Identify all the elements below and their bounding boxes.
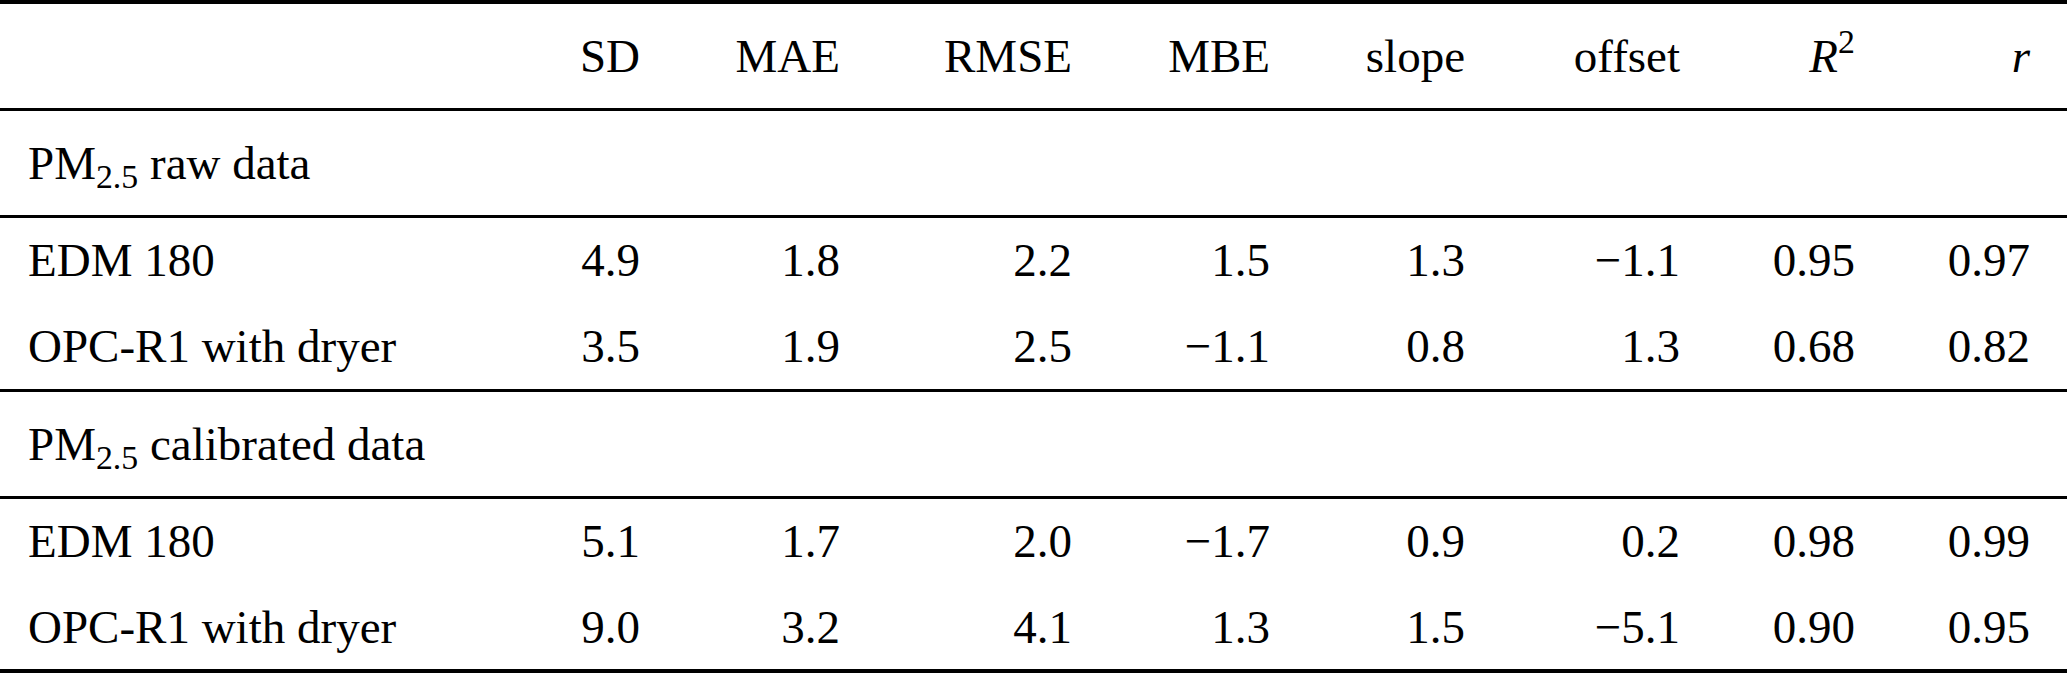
header-cell-slope: slope	[1270, 2, 1465, 109]
table-row-raw-opcr1: OPC-R1 with dryer 3.5 1.9 2.5 −1.1 0.8 1…	[0, 303, 2067, 390]
cell-r: 0.82	[1855, 303, 2067, 390]
cell-offset: −1.1	[1465, 216, 1680, 303]
cell-slope: 1.3	[1270, 216, 1465, 303]
header-cell-r-squared: R2	[1680, 2, 1855, 109]
cell-mbe: −1.7	[1072, 497, 1270, 584]
cell-offset: 0.2	[1465, 497, 1680, 584]
section-title-calibrated-data: PM2.5 calibrated data	[0, 390, 2067, 497]
section-title-rest: calibrated data	[138, 418, 425, 470]
cell-r: 0.99	[1855, 497, 2067, 584]
paper-table-page: SD MAE RMSE MBE slope offset R2 r PM2.5 …	[0, 0, 2067, 692]
cell-mae: 1.7	[640, 497, 840, 584]
header-cell-mbe: MBE	[1072, 2, 1270, 109]
cell-sd: 3.5	[400, 303, 640, 390]
section-title-base: PM	[28, 137, 96, 189]
header-cell-sd: SD	[400, 2, 640, 109]
r-label: r	[2012, 30, 2030, 82]
r-squared-base: R	[1809, 30, 1838, 82]
header-cell-r: r	[1855, 2, 2067, 109]
cell-slope: 0.8	[1270, 303, 1465, 390]
section-row-raw-data: PM2.5 raw data	[0, 109, 2067, 216]
cell-r: 0.95	[1855, 584, 2067, 671]
header-cell-offset: offset	[1465, 2, 1680, 109]
statistics-table: SD MAE RMSE MBE slope offset R2 r PM2.5 …	[0, 0, 2067, 673]
row-label: OPC-R1 with dryer	[0, 584, 400, 671]
cell-r: 0.97	[1855, 216, 2067, 303]
row-label: EDM 180	[0, 497, 400, 584]
cell-mbe: 1.5	[1072, 216, 1270, 303]
cell-offset: 1.3	[1465, 303, 1680, 390]
header-cell-empty	[0, 2, 400, 109]
cell-r-squared: 0.95	[1680, 216, 1855, 303]
table-row-calibrated-opcr1: OPC-R1 with dryer 9.0 3.2 4.1 1.3 1.5 −5…	[0, 584, 2067, 671]
cell-sd: 4.9	[400, 216, 640, 303]
header-cell-rmse: RMSE	[840, 2, 1072, 109]
table-row-calibrated-edm180: EDM 180 5.1 1.7 2.0 −1.7 0.9 0.2 0.98 0.…	[0, 497, 2067, 584]
table-row-raw-edm180: EDM 180 4.9 1.8 2.2 1.5 1.3 −1.1 0.95 0.…	[0, 216, 2067, 303]
cell-r-squared: 0.98	[1680, 497, 1855, 584]
cell-rmse: 2.2	[840, 216, 1072, 303]
pm-subscript: 2.5	[96, 158, 138, 195]
cell-rmse: 2.5	[840, 303, 1072, 390]
cell-r-squared: 0.90	[1680, 584, 1855, 671]
cell-rmse: 4.1	[840, 584, 1072, 671]
row-label: OPC-R1 with dryer	[0, 303, 400, 390]
cell-mbe: 1.3	[1072, 584, 1270, 671]
cell-sd: 5.1	[400, 497, 640, 584]
cell-sd: 9.0	[400, 584, 640, 671]
cell-rmse: 2.0	[840, 497, 1072, 584]
cell-slope: 0.9	[1270, 497, 1465, 584]
row-label: EDM 180	[0, 216, 400, 303]
section-title-base: PM	[28, 418, 96, 470]
cell-mae: 1.9	[640, 303, 840, 390]
cell-offset: −5.1	[1465, 584, 1680, 671]
cell-mae: 3.2	[640, 584, 840, 671]
cell-mae: 1.8	[640, 216, 840, 303]
section-title-rest: raw data	[138, 137, 310, 189]
header-cell-mae: MAE	[640, 2, 840, 109]
cell-slope: 1.5	[1270, 584, 1465, 671]
section-title-raw-data: PM2.5 raw data	[0, 109, 2067, 216]
cell-mbe: −1.1	[1072, 303, 1270, 390]
pm-subscript: 2.5	[96, 439, 138, 476]
r-squared-exponent: 2	[1838, 23, 1855, 60]
header-row: SD MAE RMSE MBE slope offset R2 r	[0, 2, 2067, 109]
section-row-calibrated-data: PM2.5 calibrated data	[0, 390, 2067, 497]
cell-r-squared: 0.68	[1680, 303, 1855, 390]
